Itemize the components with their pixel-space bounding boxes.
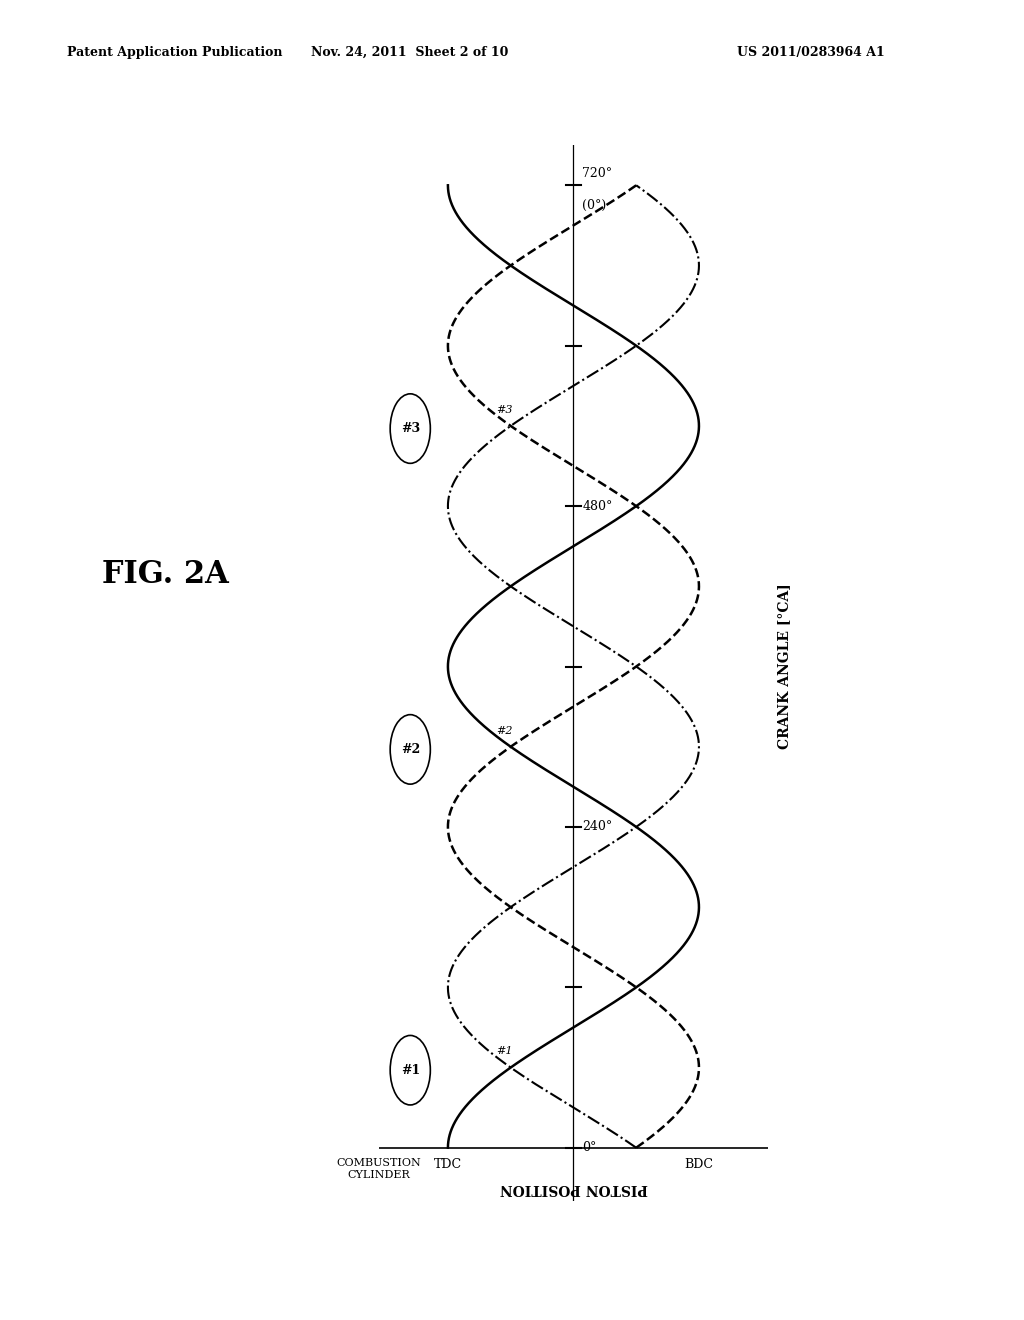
Text: COMBUSTION
CYLINDER: COMBUSTION CYLINDER — [337, 1159, 421, 1180]
Text: Nov. 24, 2011  Sheet 2 of 10: Nov. 24, 2011 Sheet 2 of 10 — [311, 46, 508, 59]
Text: (0°): (0°) — [583, 199, 606, 211]
Text: 240°: 240° — [583, 821, 612, 833]
Text: TDC: TDC — [434, 1159, 462, 1171]
Text: PISTON POSITION: PISTON POSITION — [500, 1181, 647, 1195]
Text: #3: #3 — [400, 422, 420, 436]
Text: Patent Application Publication: Patent Application Publication — [67, 46, 282, 59]
Text: 480°: 480° — [583, 499, 612, 512]
Text: CRANK ANGLE [°CA]: CRANK ANGLE [°CA] — [777, 583, 792, 750]
Text: #1: #1 — [497, 1047, 513, 1056]
Text: #2: #2 — [400, 743, 420, 756]
Text: 720°: 720° — [583, 166, 612, 180]
Text: FIG. 2A: FIG. 2A — [102, 558, 229, 590]
Text: #1: #1 — [400, 1064, 420, 1077]
Text: BDC: BDC — [684, 1159, 714, 1171]
Text: 0°: 0° — [583, 1142, 597, 1154]
Text: #3: #3 — [497, 405, 513, 414]
Text: #2: #2 — [497, 726, 513, 735]
Text: US 2011/0283964 A1: US 2011/0283964 A1 — [737, 46, 885, 59]
